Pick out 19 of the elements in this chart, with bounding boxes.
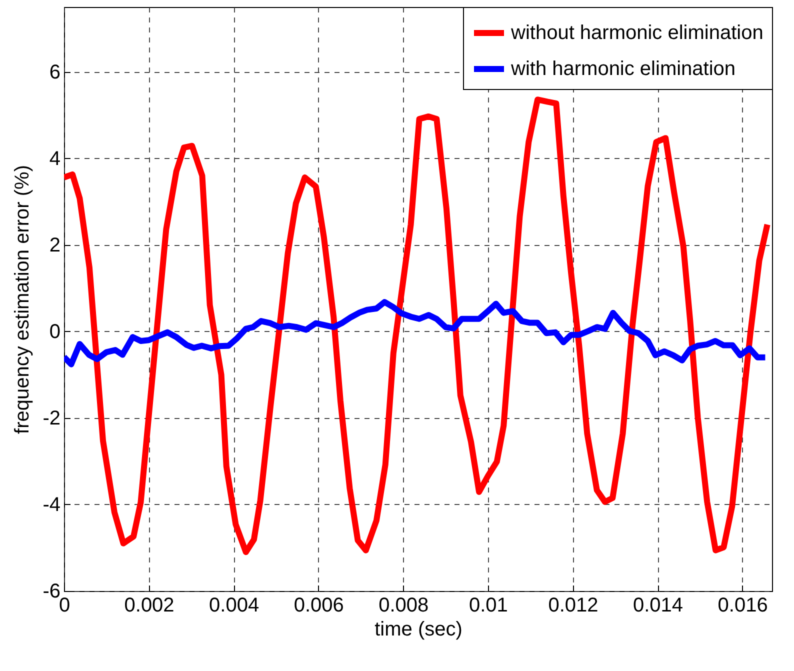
x-axis-title: time (sec) <box>374 618 462 640</box>
y-tick-label: 0 <box>49 320 60 343</box>
x-tick-label: 0.014 <box>633 594 684 616</box>
y-tick-label: -6 <box>42 580 60 602</box>
y-tick-label: 2 <box>49 234 60 256</box>
y-tick-label: -4 <box>42 494 60 516</box>
x-tick-label: 0.01 <box>468 594 508 616</box>
legend-label: with harmonic elimination <box>510 58 736 80</box>
legend-label: without harmonic elimination <box>510 22 764 44</box>
x-tick-label: 0.004 <box>209 594 260 616</box>
x-tick-label: 0.016 <box>718 594 768 616</box>
x-tick-label: 0.006 <box>294 594 344 616</box>
x-tick-label: 0.008 <box>378 594 429 616</box>
x-tick-label: 0.012 <box>548 594 598 616</box>
y-tick-label: 4 <box>49 148 60 170</box>
y-tick-label: 6 <box>49 61 60 84</box>
x-tick-label: 0.002 <box>124 594 174 616</box>
y-tick-label: -2 <box>42 407 60 430</box>
y-axis-title: frequency estimation error (%) <box>12 165 34 434</box>
